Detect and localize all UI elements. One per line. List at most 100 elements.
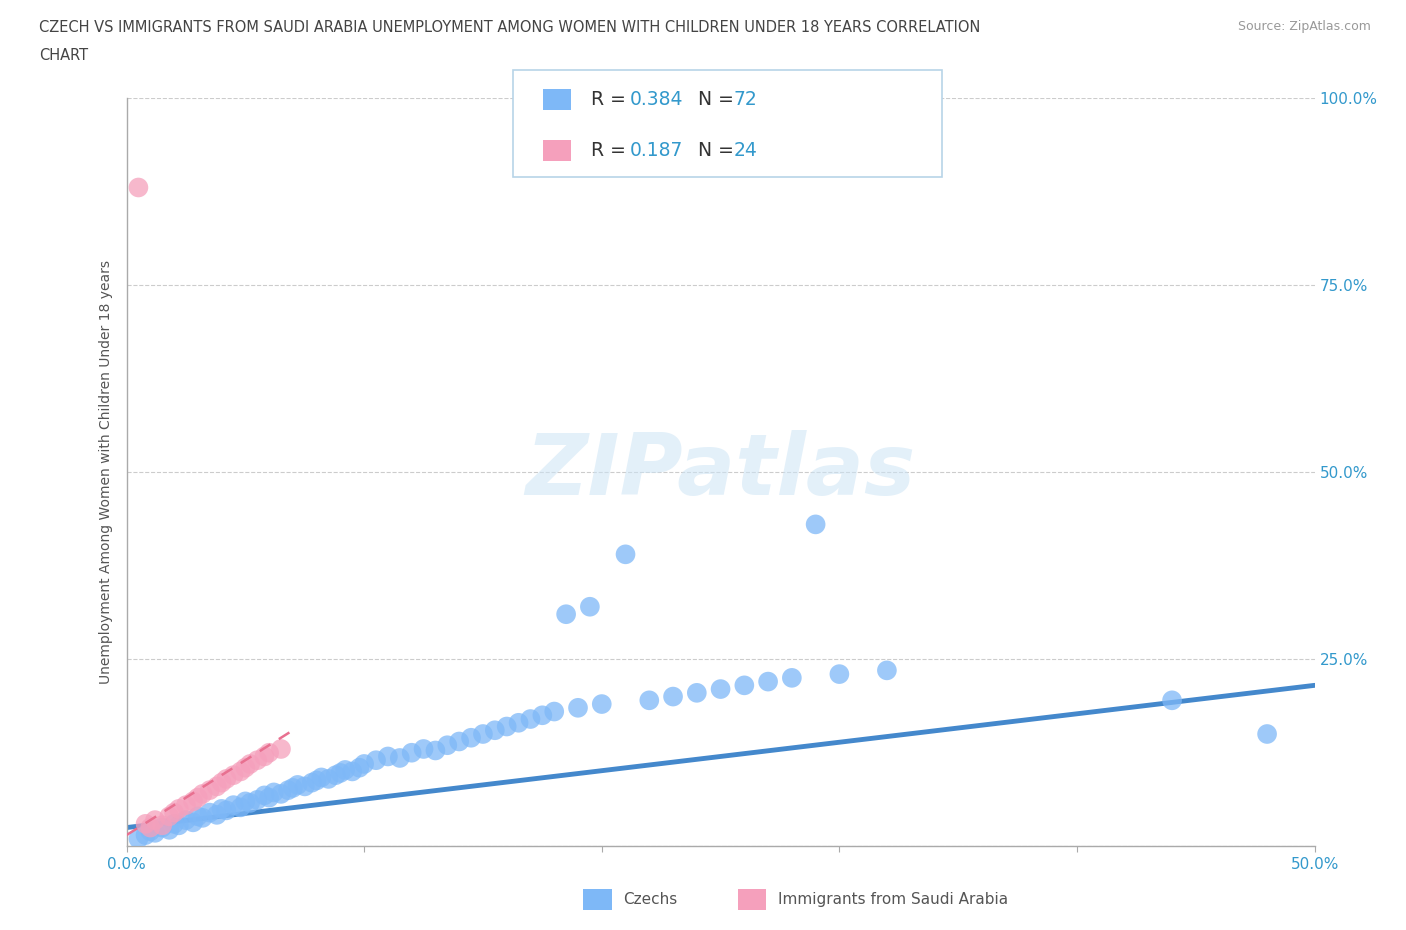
Point xyxy=(638,693,661,708)
Point xyxy=(305,773,328,788)
Point xyxy=(377,749,399,764)
Point xyxy=(460,730,482,745)
Point xyxy=(246,752,269,767)
Point xyxy=(311,770,333,785)
Point xyxy=(139,824,162,839)
Point xyxy=(472,726,495,741)
Point xyxy=(157,822,180,837)
Point xyxy=(364,752,387,767)
Point xyxy=(567,700,589,715)
Point xyxy=(388,751,411,765)
Point xyxy=(756,674,779,689)
Point xyxy=(301,776,323,790)
Point xyxy=(253,788,276,803)
Point xyxy=(187,790,209,805)
Point xyxy=(543,704,565,719)
Point xyxy=(555,606,578,621)
Point xyxy=(263,785,285,800)
Point xyxy=(780,671,803,685)
Text: 0.384: 0.384 xyxy=(630,90,683,109)
Point xyxy=(579,599,602,614)
Text: CHART: CHART xyxy=(39,48,89,63)
Point xyxy=(508,715,530,730)
Point xyxy=(233,794,256,809)
Point xyxy=(174,813,197,828)
Point xyxy=(484,723,506,737)
Text: Czechs: Czechs xyxy=(623,892,678,907)
Point xyxy=(519,711,541,726)
Text: R =: R = xyxy=(591,90,631,109)
Point xyxy=(436,737,458,752)
Point xyxy=(181,794,204,809)
Point xyxy=(401,745,423,760)
Point xyxy=(163,805,186,820)
Y-axis label: Unemployment Among Women with Children Under 18 years: Unemployment Among Women with Children U… xyxy=(100,260,114,684)
Point xyxy=(449,734,471,749)
Text: CZECH VS IMMIGRANTS FROM SAUDI ARABIA UNEMPLOYMENT AMONG WOMEN WITH CHILDREN UND: CZECH VS IMMIGRANTS FROM SAUDI ARABIA UN… xyxy=(39,20,981,35)
Text: Source: ZipAtlas.com: Source: ZipAtlas.com xyxy=(1237,20,1371,33)
Point xyxy=(135,817,157,831)
Point xyxy=(181,815,204,830)
Point xyxy=(187,809,209,824)
Point xyxy=(425,743,447,758)
Point xyxy=(353,756,375,771)
Text: 24: 24 xyxy=(734,141,758,160)
Text: 0.187: 0.187 xyxy=(630,141,683,160)
Point xyxy=(277,783,299,798)
Point xyxy=(614,547,637,562)
Point xyxy=(876,663,898,678)
Point xyxy=(163,817,186,831)
Point xyxy=(135,828,157,843)
Point xyxy=(709,682,731,697)
Point xyxy=(329,765,352,780)
Point xyxy=(686,685,709,700)
Point xyxy=(270,787,292,802)
Point xyxy=(1256,726,1278,741)
Point xyxy=(495,719,517,734)
Point xyxy=(198,783,221,798)
Point xyxy=(215,803,238,817)
Text: Immigrants from Saudi Arabia: Immigrants from Saudi Arabia xyxy=(778,892,1008,907)
Point xyxy=(412,741,434,756)
Point xyxy=(828,667,851,682)
Point xyxy=(257,745,280,760)
Point xyxy=(127,831,149,846)
Point xyxy=(253,749,276,764)
Point xyxy=(287,777,309,792)
Point xyxy=(804,517,827,532)
Point xyxy=(662,689,685,704)
Point xyxy=(246,792,269,807)
Point xyxy=(229,800,252,815)
Point xyxy=(150,820,173,835)
Point xyxy=(215,772,238,787)
Point xyxy=(191,810,214,825)
Point xyxy=(281,780,304,795)
Point xyxy=(198,805,221,820)
Point xyxy=(239,795,262,810)
Text: N =: N = xyxy=(686,141,740,160)
Point xyxy=(222,768,245,783)
Point xyxy=(733,678,755,693)
Point xyxy=(342,764,364,779)
Point xyxy=(270,741,292,756)
Point xyxy=(205,779,228,794)
Point xyxy=(591,697,613,711)
Point xyxy=(239,756,262,771)
Text: R =: R = xyxy=(591,141,637,160)
Point xyxy=(157,809,180,824)
Point xyxy=(349,760,371,775)
Text: 72: 72 xyxy=(734,90,758,109)
Point xyxy=(318,772,340,787)
Point xyxy=(150,817,173,832)
Point xyxy=(143,826,166,841)
Point xyxy=(167,802,190,817)
Point xyxy=(257,790,280,805)
Point xyxy=(233,760,256,775)
Point xyxy=(191,787,214,802)
Point xyxy=(333,763,356,777)
Point xyxy=(229,764,252,779)
Point xyxy=(127,180,149,195)
Point xyxy=(531,708,554,723)
Point xyxy=(294,779,316,794)
Point xyxy=(143,813,166,828)
